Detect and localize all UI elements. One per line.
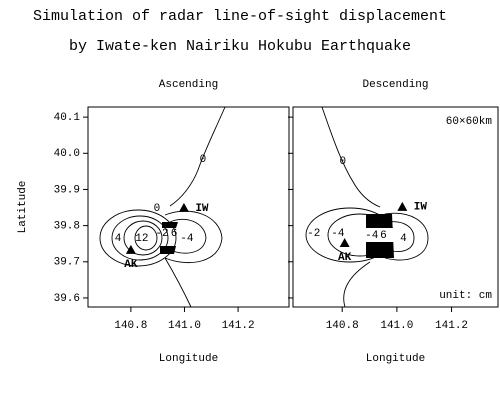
contour-fill (160, 222, 178, 254)
station-name: AK (338, 252, 352, 264)
contour-line (321, 106, 381, 208)
y-tick-label: 39.6 (54, 293, 80, 305)
y-tick-label: 40.1 (54, 112, 81, 124)
x-tick-label: 140.8 (114, 320, 147, 332)
panel-title: Descending (362, 79, 428, 91)
contour-label: 4 (115, 233, 122, 245)
contour-label: -4 (365, 230, 379, 242)
station-marker (125, 244, 136, 254)
x-axis-label: Longitude (366, 353, 425, 365)
annotation: 60×60km (446, 116, 493, 128)
label-backdrop (364, 228, 398, 242)
contour-label: 0 (154, 203, 161, 215)
contour-label: 6 (380, 230, 387, 242)
x-tick-label: 141.2 (435, 320, 468, 332)
contour-line (343, 261, 371, 308)
plot-frame (292, 106, 499, 308)
contour-line (384, 212, 429, 261)
contour-label: -4 (180, 233, 194, 245)
contours-ascending (99, 106, 226, 308)
contour-label: 0 (200, 154, 207, 166)
title-line: by Iwate-ken Nairiku Hokubu Earthquake (69, 38, 411, 55)
plot-frame (87, 106, 290, 308)
station-marker (397, 201, 408, 211)
contour-line (99, 209, 177, 267)
contour-label: 4 (400, 233, 407, 245)
x-tick-label: 140.8 (326, 320, 359, 332)
y-tick-label: 39.7 (54, 257, 80, 269)
y-tick-label: 39.9 (54, 184, 80, 196)
contour-label: 12 (135, 233, 148, 245)
title-line: Simulation of radar line-of-sight displa… (33, 8, 447, 25)
x-tick-label: 141.0 (380, 320, 413, 332)
annotation: unit: cm (439, 290, 492, 302)
contours-descending (305, 106, 429, 308)
x-axis-label: Longitude (159, 353, 218, 365)
y-tick-label: 40.0 (54, 148, 80, 160)
y-axis-label: Latitude (17, 181, 29, 234)
contour-label: 0 (339, 156, 346, 168)
station-marker (178, 202, 189, 212)
x-tick-label: 141.2 (222, 320, 255, 332)
contour-label: -2 (155, 228, 168, 240)
station-name: IW (195, 203, 209, 215)
contour-line (169, 106, 226, 207)
contour-line (164, 257, 192, 308)
contour-label: -4 (331, 228, 345, 240)
y-tick-label: 39.8 (54, 221, 80, 233)
contour-line (134, 225, 158, 251)
station-marker (339, 237, 350, 247)
station-name: AK (124, 259, 138, 271)
contour-line (169, 218, 207, 254)
panel-title: Ascending (159, 79, 218, 91)
contour-line (387, 221, 415, 252)
contour-label: 6 (171, 228, 178, 240)
contour-label: -2 (307, 228, 320, 240)
station-name: IW (414, 202, 428, 214)
contour-line (123, 220, 163, 256)
x-tick-label: 141.0 (168, 320, 201, 332)
contour-line (111, 215, 169, 261)
